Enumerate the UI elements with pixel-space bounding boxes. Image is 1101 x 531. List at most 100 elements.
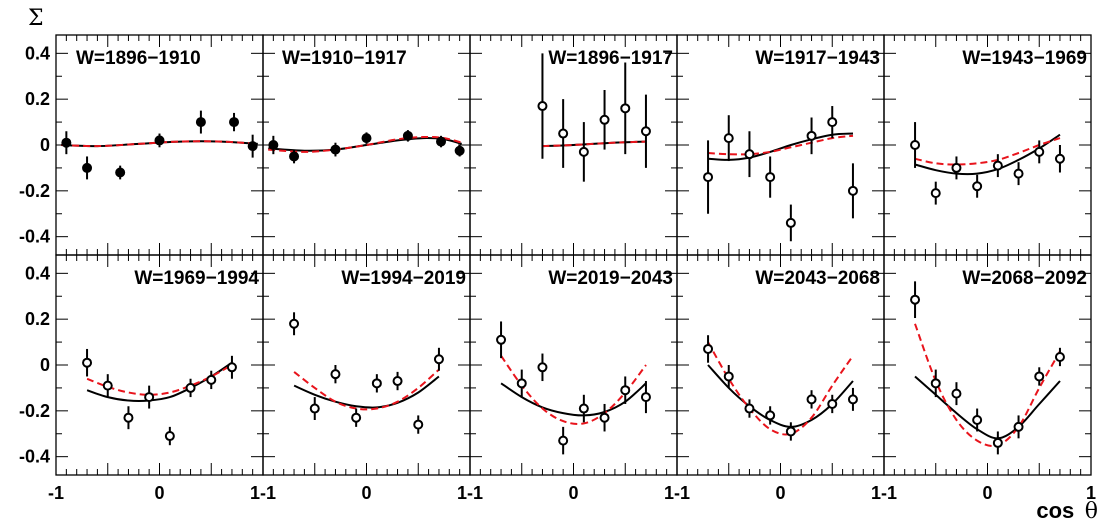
open-data-point — [910, 140, 921, 150]
open-data-point — [910, 294, 921, 305]
y-tick-label: 0.4 — [25, 263, 50, 283]
open-data-point — [765, 410, 776, 421]
y-tick-label: 0 — [40, 135, 50, 155]
y-tick-label: 0.4 — [25, 43, 50, 63]
solid-fit-curve — [914, 375, 1061, 440]
x-tick-label: 1-1 — [250, 483, 276, 503]
filled-data-point — [289, 151, 300, 162]
open-data-point — [744, 403, 755, 414]
x-axis-label-symbol: θ — [1085, 499, 1098, 524]
open-data-point — [992, 160, 1003, 171]
open-data-point — [744, 149, 755, 160]
open-data-point — [1034, 371, 1045, 382]
dashed-fit-curve — [268, 135, 462, 153]
data-points — [61, 53, 1065, 455]
panel-title: W=2043−2068 — [755, 268, 880, 289]
open-data-point — [537, 362, 548, 373]
x-tick-label: 0 — [568, 483, 578, 503]
dashed-fit-curve — [914, 323, 1061, 448]
open-data-point — [827, 398, 838, 409]
open-data-point — [558, 435, 569, 446]
filled-data-point — [402, 130, 413, 141]
panel-title: W=1910−1917 — [282, 48, 407, 69]
x-tick-label: 1-1 — [664, 483, 690, 503]
fit-curves — [61, 132, 1061, 448]
y-tick-label: -0.4 — [19, 227, 50, 247]
open-data-point — [185, 382, 196, 393]
dashed-fit-curve — [293, 368, 440, 411]
open-data-point — [992, 437, 1003, 448]
chart-text: Σ cos θ 0.4 0.2 0 -0.2 -0.4 W=1896−1910 W=1910… — [19, 6, 1098, 524]
open-data-point — [1013, 421, 1024, 432]
open-data-point — [930, 188, 941, 199]
open-data-point — [537, 101, 548, 112]
open-data-point — [82, 357, 93, 368]
open-data-point — [1054, 351, 1065, 362]
open-data-point — [102, 380, 113, 391]
open-data-point — [806, 130, 817, 141]
x-axis-label-main: cos — [1036, 498, 1074, 523]
open-data-point — [351, 412, 362, 423]
open-data-point — [496, 334, 507, 345]
solid-fit-curve — [707, 132, 854, 161]
panel-title: W=1917−1943 — [755, 48, 880, 69]
filled-data-point — [154, 135, 165, 146]
open-data-point — [827, 117, 838, 128]
filled-data-point — [361, 133, 372, 144]
x-tick-label: 1-1 — [457, 483, 483, 503]
x-tick-label: 0 — [982, 483, 992, 503]
open-data-point — [330, 369, 341, 380]
filled-data-point — [436, 136, 447, 147]
filled-data-point — [115, 167, 126, 178]
open-data-point — [164, 431, 175, 442]
panel-title: W=1943−1969 — [962, 48, 1087, 69]
x-axis-label: cos θ — [1036, 498, 1098, 524]
open-data-point — [640, 392, 651, 403]
open-data-point — [703, 172, 714, 183]
y-tick-label: -0.2 — [19, 181, 50, 201]
open-data-point — [847, 394, 858, 405]
filled-data-point — [330, 144, 341, 155]
open-data-point — [703, 343, 714, 354]
y-axis-label: Σ — [28, 6, 44, 31]
filled-data-point — [454, 145, 465, 156]
filled-data-point — [229, 117, 240, 128]
open-data-point — [972, 415, 983, 425]
open-data-point — [578, 146, 589, 157]
solid-fit-curve — [293, 375, 440, 409]
open-data-point — [123, 412, 134, 423]
open-data-point — [847, 185, 858, 196]
open-data-point — [806, 394, 817, 405]
open-data-point — [640, 126, 651, 137]
x-tick-label: 1-1 — [871, 483, 897, 503]
panel-title: W=1994−2019 — [341, 268, 466, 289]
open-data-point — [371, 378, 382, 389]
open-data-point — [1054, 153, 1065, 164]
open-data-point — [309, 403, 320, 414]
dashed-fit-curve — [707, 341, 854, 436]
y-tick-label: 0 — [40, 355, 50, 375]
panel-title: W=1896−1917 — [548, 48, 673, 69]
open-data-point — [723, 133, 734, 144]
open-data-point — [289, 318, 300, 329]
axis-ticks — [55, 35, 1092, 475]
open-data-point — [413, 419, 424, 430]
open-data-point — [206, 374, 217, 385]
open-data-point — [599, 114, 610, 125]
panel-title: W=2068−2092 — [962, 268, 1087, 289]
open-data-point — [578, 403, 589, 414]
dashed-fit-curve — [914, 137, 1061, 166]
open-data-point — [558, 128, 569, 139]
dashed-fit-curve — [542, 140, 647, 148]
open-data-point — [620, 385, 631, 396]
panel-title: W=2019−2043 — [548, 268, 673, 289]
x-tick-label: 0 — [775, 483, 785, 503]
open-data-point — [392, 376, 403, 387]
open-data-point — [1013, 168, 1024, 179]
filled-data-point — [247, 141, 258, 152]
open-data-point — [785, 217, 796, 228]
open-data-point — [516, 378, 527, 389]
panel-title: W=1896−1910 — [76, 48, 201, 69]
